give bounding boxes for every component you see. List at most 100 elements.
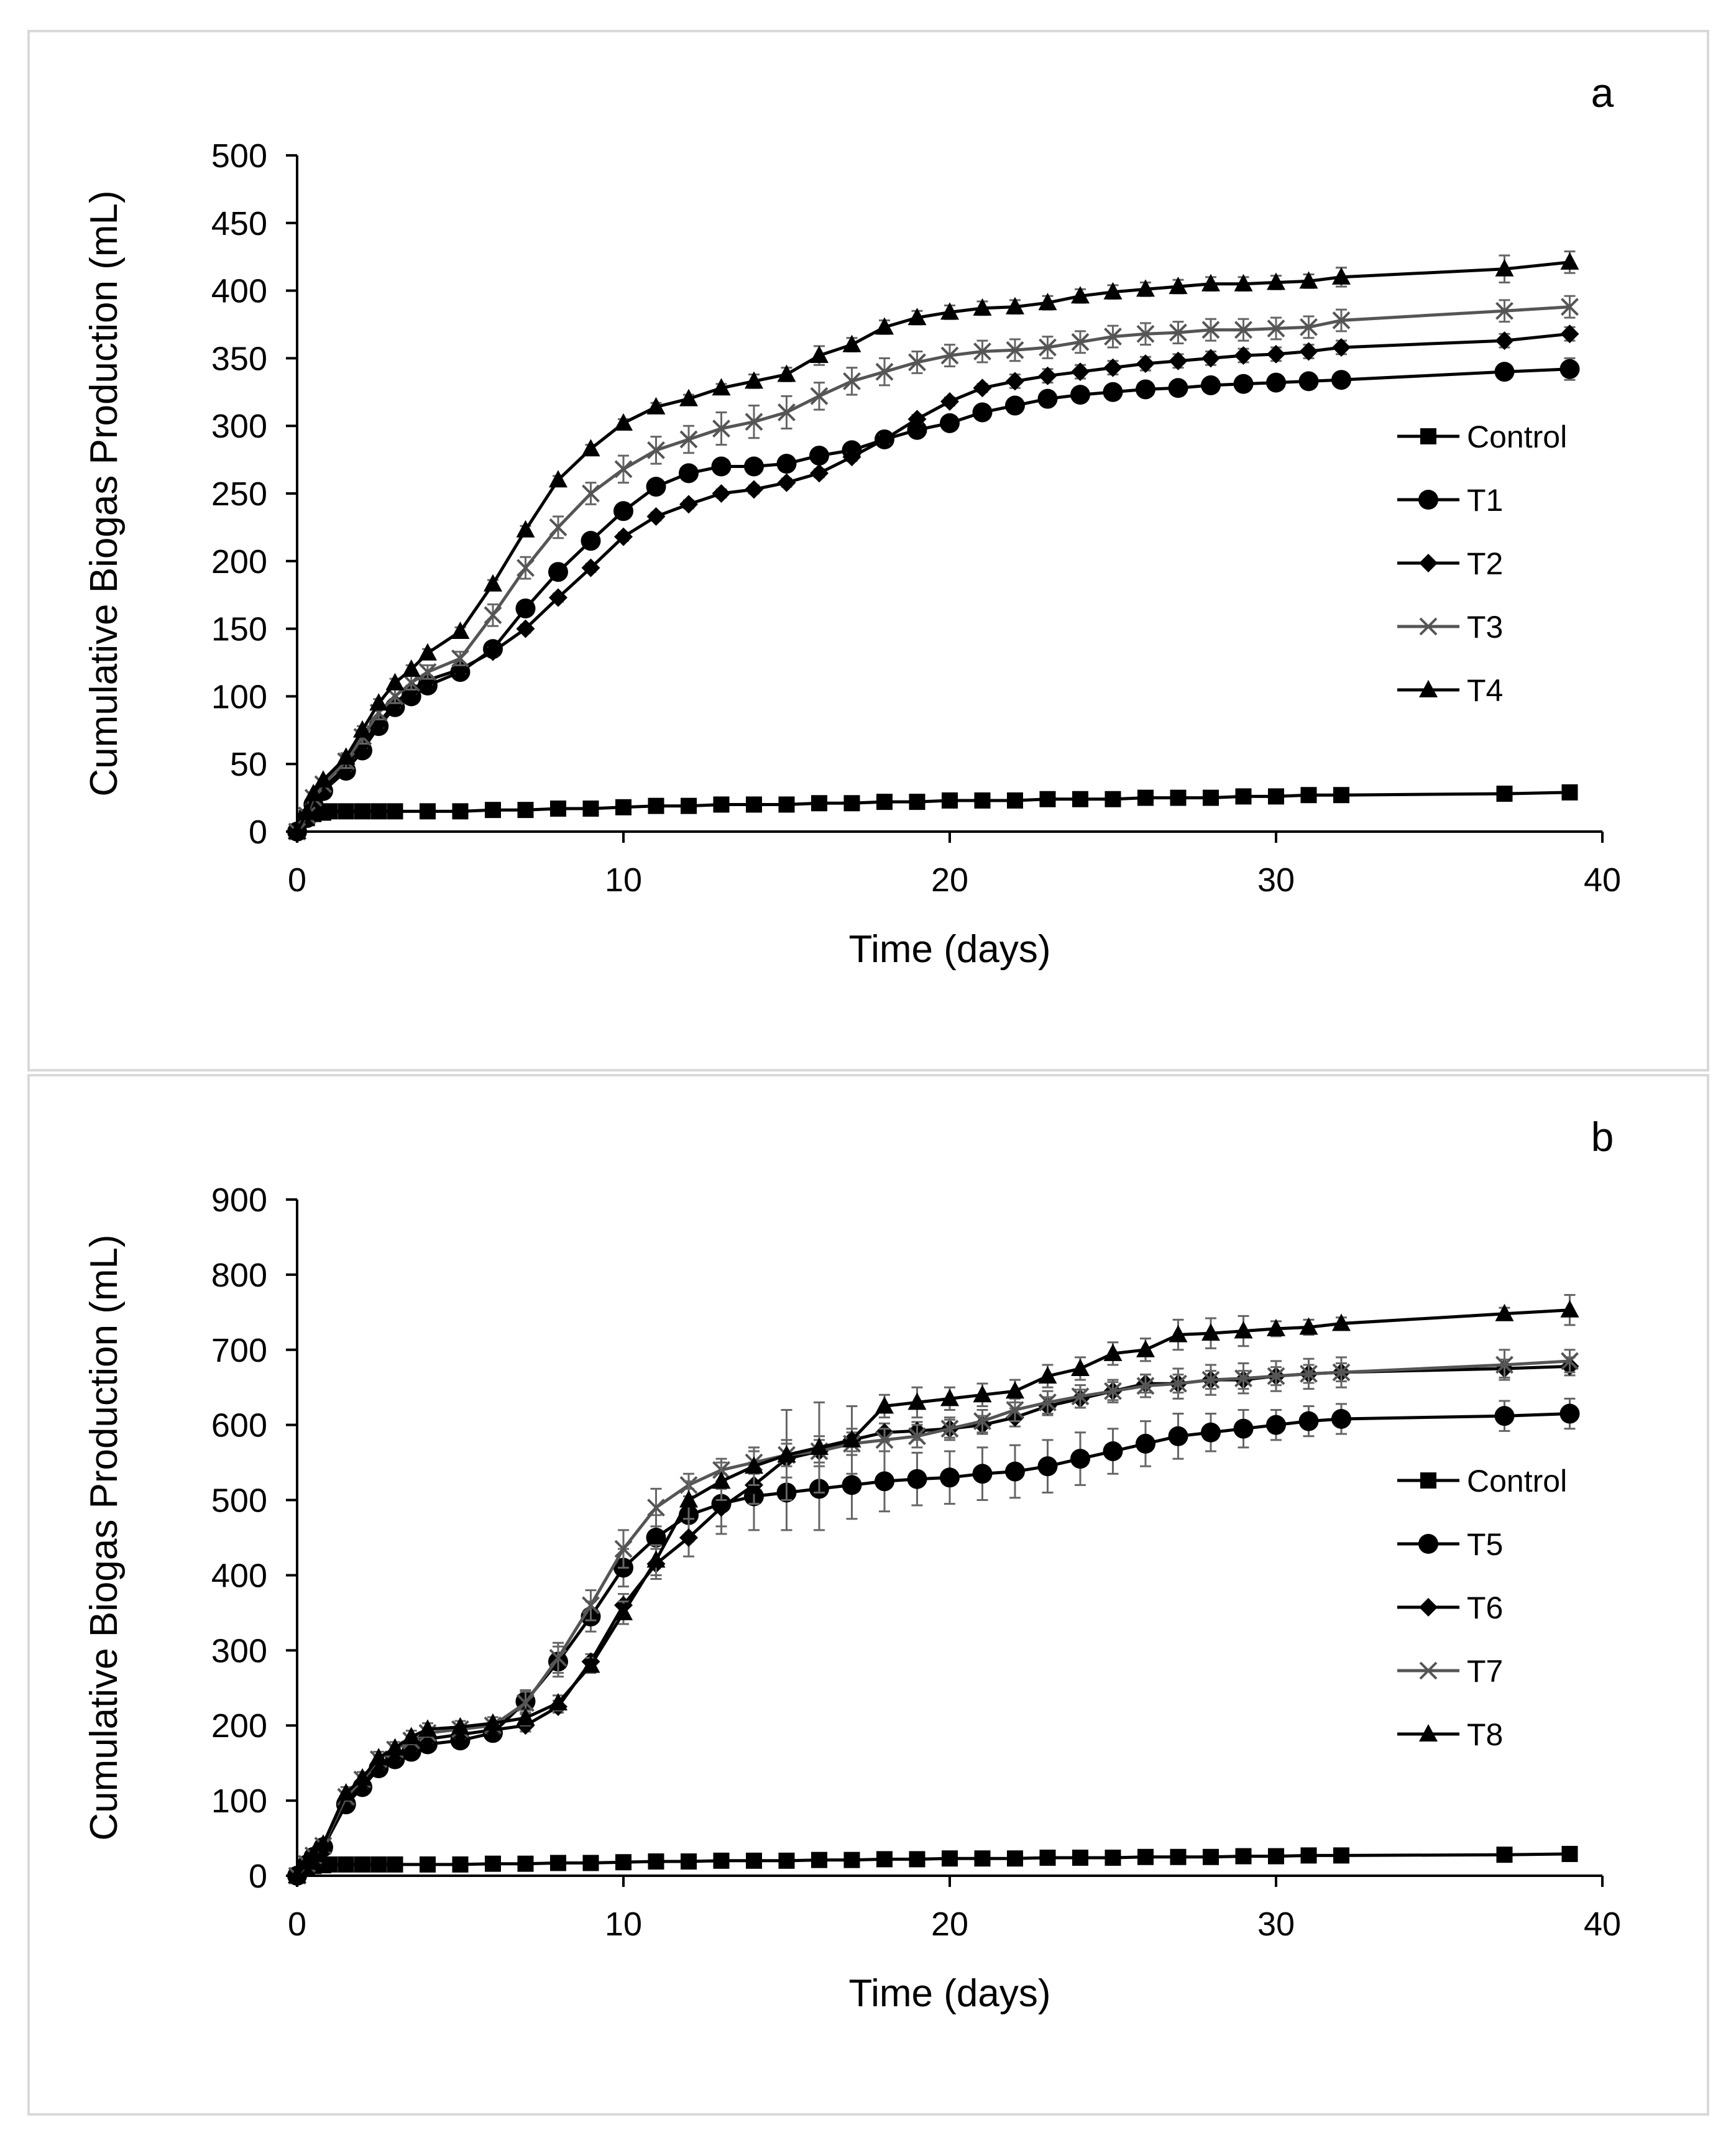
data-point-t4 [1267,272,1285,290]
data-point-t8 [973,1385,992,1403]
data-point-t3 [1169,323,1187,342]
data-point-t5 [1070,1449,1090,1469]
series-line-t4 [295,260,1570,833]
data-point-t7 [1039,1393,1057,1411]
data-point-t3 [1201,321,1220,339]
data-point-control [746,796,762,813]
data-point-t1 [1201,375,1221,395]
data-point-control [1072,1849,1088,1866]
data-point-control [942,1850,958,1867]
data-point-t4 [304,784,323,802]
data-point-t8 [1169,1324,1188,1342]
data-point-t2 [777,473,796,492]
data-point-control [1235,1848,1252,1865]
data-point-t4 [581,439,600,457]
data-point-t3 [712,420,730,438]
data-point-control [420,1856,436,1873]
data-point-control [909,794,925,810]
data-point-t1 [776,454,797,474]
y-tick-label: 500 [211,1482,267,1520]
legend-label: T1 [1467,483,1503,518]
data-point-t1 [711,456,732,477]
data-point-t2 [1332,337,1351,357]
data-point-t3 [745,413,763,431]
data-point-t5 [1168,1426,1188,1446]
data-point-t5 [842,1475,862,1495]
data-point-t4 [1201,273,1220,291]
data-point-t1 [679,463,699,484]
series-line-t7 [296,1359,1570,1877]
series-line-t6 [296,1364,1570,1877]
data-point-t7 [1300,1365,1318,1383]
data-point-t3 [1071,333,1090,351]
data-point-t2 [549,588,567,607]
data-point-t2 [940,392,959,411]
data-point-t7 [1495,1356,1513,1374]
data-point-t4 [810,346,829,364]
data-point-t3 [1104,328,1122,346]
data-point-control [452,1856,469,1873]
x-tick-label: 30 [1257,861,1295,899]
data-point-t5 [1494,1406,1515,1426]
data-point-t4 [1006,296,1024,314]
data-point-t7 [973,1412,991,1431]
x-tick-label: 20 [931,1906,968,1943]
data-point-t6 [712,1498,731,1517]
x-tick-label: 10 [605,1906,642,1943]
data-point-t1 [613,501,633,521]
legend-marker [1419,1661,1438,1680]
x-axis-title: Time (days) [849,1972,1051,2015]
data-point-t4 [973,298,992,316]
chart-a: a 0 50 100 150 200 250 300 350 400 450 500 0 10 20 30 40… [83,70,1621,971]
series-control [289,1845,1578,1884]
data-point-t5 [1103,1441,1123,1461]
x-tick-label: 0 [288,861,306,899]
data-point-t4 [353,720,372,738]
series-line-t1 [295,367,1570,833]
data-point-t8 [745,1456,763,1474]
data-point-t2 [646,507,666,526]
data-point-t3 [484,606,502,625]
data-point-control [452,803,469,820]
data-point-t2 [1169,351,1188,370]
data-point-control [1300,1847,1317,1864]
data-point-control [582,1855,599,1871]
y-tick-label: 100 [211,678,267,715]
data-point-t3 [810,387,829,405]
legend-marker [1419,680,1438,697]
y-tick-label: 250 [211,475,267,513]
data-point-t4 [907,308,927,326]
data-point-t8 [875,1396,894,1414]
data-point-t8 [1332,1313,1351,1331]
data-point-t1 [744,456,764,477]
data-point-t4 [402,659,421,677]
data-point-t5 [875,1471,894,1492]
data-point-t2 [679,495,698,514]
data-point-control [550,1855,566,1871]
data-point-t4 [451,621,470,639]
data-point-t8 [1136,1339,1155,1357]
data-point-t5 [1201,1422,1221,1443]
data-point-control [485,802,501,819]
data-point-t7 [875,1431,894,1449]
data-point-control [338,1856,354,1873]
data-point-control [942,792,958,809]
data-point-t1 [1266,372,1286,393]
data-point-t8 [614,1602,633,1620]
series-line-control [296,1852,1570,1877]
y-tick-label: 300 [211,408,267,445]
data-point-t2 [516,619,535,638]
legend-entry-t2: T2 [1397,546,1503,581]
data-point-t7 [908,1427,926,1446]
data-point-t7 [1006,1401,1024,1419]
series-t3 [288,295,1579,841]
data-point-t2 [875,429,894,449]
data-point-t3 [1332,311,1351,329]
data-point-t1 [1168,378,1188,398]
data-point-control [681,1853,697,1870]
chart-panel-b: b 0 100 200 300 400 500 600 700 800 900 0 10 20 30 40 Ti… [27,1074,1709,2116]
data-point-t7 [1169,1374,1187,1393]
data-point-t7 [1234,1369,1252,1388]
data-point-control [1496,786,1513,802]
legend-label: T6 [1467,1590,1503,1625]
